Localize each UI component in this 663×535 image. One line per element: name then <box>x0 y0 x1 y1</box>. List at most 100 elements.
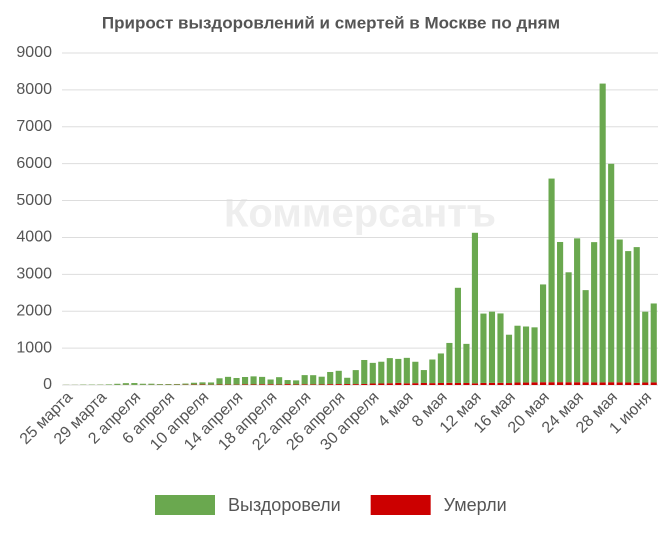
legend-swatch <box>371 495 431 515</box>
bar <box>285 380 291 384</box>
bar <box>489 383 495 385</box>
bar <box>497 383 503 385</box>
bar <box>514 383 520 385</box>
bar <box>455 383 461 385</box>
bar <box>395 383 401 385</box>
bar <box>140 384 146 385</box>
y-tick-label: 0 <box>43 376 52 393</box>
bar <box>642 383 648 385</box>
bar <box>310 375 316 384</box>
bar <box>293 384 299 385</box>
bar <box>540 382 546 385</box>
bar <box>625 382 631 385</box>
bar <box>344 384 350 385</box>
bar <box>174 384 180 385</box>
bar <box>480 314 486 383</box>
bar <box>336 384 342 385</box>
bar <box>497 313 503 382</box>
bar <box>208 382 214 384</box>
bar <box>506 335 512 383</box>
bar <box>625 251 631 382</box>
bar <box>387 358 393 383</box>
bar <box>370 363 376 384</box>
chart-title: Прирост выздоровлений и смертей в Москве… <box>102 13 560 32</box>
bar <box>216 378 222 384</box>
bar <box>634 383 640 385</box>
bar <box>421 370 427 383</box>
bar <box>268 384 274 385</box>
bar <box>302 375 308 384</box>
bar <box>583 290 589 382</box>
bar <box>523 383 529 385</box>
bar <box>463 344 469 383</box>
bar <box>361 360 367 384</box>
bar <box>472 233 478 384</box>
bar <box>608 164 614 382</box>
bar <box>600 84 606 383</box>
bar <box>353 370 359 384</box>
y-tick-label: 2000 <box>16 302 52 319</box>
bar <box>446 383 452 385</box>
bar <box>361 384 367 385</box>
bar <box>549 179 555 383</box>
bar <box>591 242 597 382</box>
bar <box>531 327 537 382</box>
bar <box>574 382 580 385</box>
watermark: Коммерсантъ <box>224 192 496 236</box>
bar <box>583 382 589 385</box>
bar <box>429 383 435 385</box>
bar <box>438 353 444 383</box>
bar <box>319 377 325 385</box>
bar <box>531 382 537 385</box>
bar <box>446 343 452 383</box>
bar <box>566 382 572 385</box>
bar <box>353 384 359 385</box>
bar <box>608 382 614 385</box>
bar <box>344 378 350 384</box>
bar <box>549 382 555 385</box>
y-tick-label: 3000 <box>16 266 52 283</box>
bar <box>370 384 376 385</box>
y-tick-label: 4000 <box>16 229 52 246</box>
y-tick-label: 5000 <box>16 192 52 209</box>
bar <box>268 380 274 385</box>
bar <box>123 383 129 385</box>
bar <box>395 359 401 383</box>
bar <box>566 272 572 382</box>
bar <box>651 303 657 382</box>
bar <box>114 384 120 385</box>
bar <box>191 383 197 385</box>
bar <box>276 377 282 384</box>
bar <box>293 380 299 384</box>
bar <box>157 384 163 385</box>
bar <box>642 312 648 383</box>
bar <box>438 383 444 385</box>
bar <box>634 247 640 383</box>
legend-swatch <box>155 495 215 515</box>
bar <box>233 378 239 385</box>
bar <box>557 382 563 385</box>
y-tick-label: 7000 <box>16 118 52 135</box>
bar <box>421 383 427 385</box>
bar <box>617 382 623 385</box>
bar <box>165 384 171 385</box>
bar <box>259 384 265 385</box>
bar <box>259 377 265 384</box>
bar <box>489 312 495 383</box>
bar <box>319 384 325 385</box>
bar <box>242 384 248 385</box>
bar <box>404 383 410 385</box>
bar <box>182 384 188 385</box>
bar <box>506 383 512 385</box>
bar <box>327 384 333 385</box>
y-tick-label: 1000 <box>16 339 52 356</box>
bar <box>574 238 580 382</box>
bar <box>540 284 546 382</box>
bar <box>412 362 418 383</box>
bar <box>302 384 308 385</box>
bar <box>378 362 384 384</box>
bar <box>310 384 316 385</box>
bar <box>651 382 657 385</box>
bar <box>404 358 410 383</box>
